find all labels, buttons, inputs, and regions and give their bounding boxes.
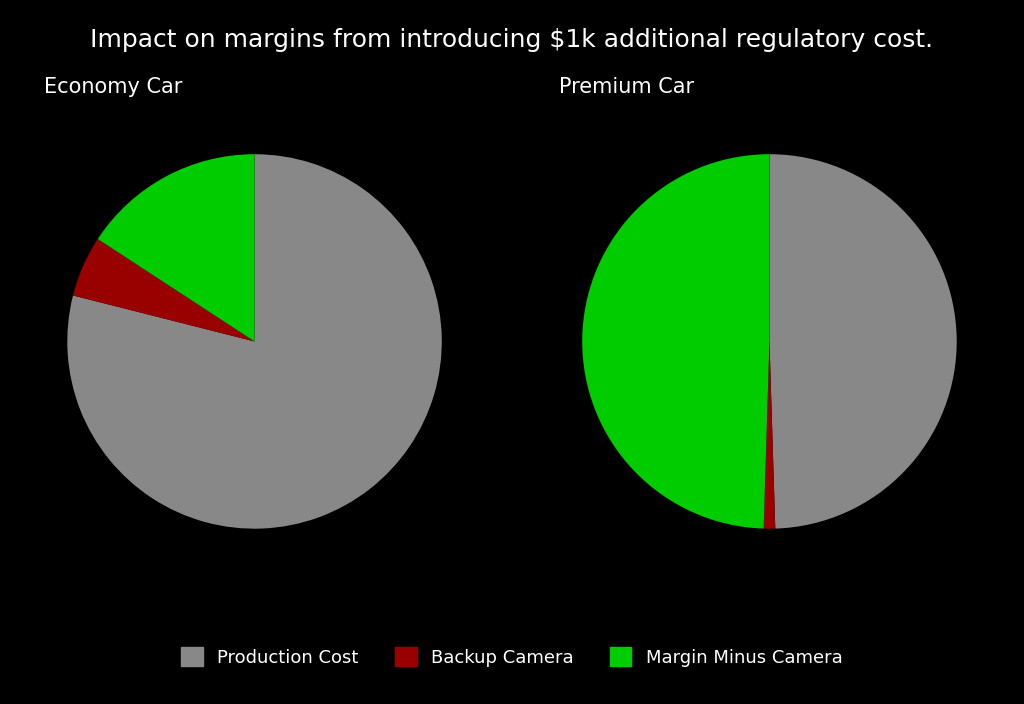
Text: Economy Car: Economy Car: [44, 77, 182, 97]
Wedge shape: [73, 239, 255, 341]
Wedge shape: [97, 154, 255, 341]
Text: Premium Car: Premium Car: [559, 77, 694, 97]
Wedge shape: [68, 154, 441, 529]
Legend: Production Cost, Backup Camera, Margin Minus Camera: Production Cost, Backup Camera, Margin M…: [174, 640, 850, 674]
Wedge shape: [583, 154, 769, 529]
Text: Impact on margins from introducing $1k additional regulatory cost.: Impact on margins from introducing $1k a…: [90, 28, 934, 52]
Wedge shape: [764, 341, 775, 529]
Wedge shape: [769, 154, 956, 529]
